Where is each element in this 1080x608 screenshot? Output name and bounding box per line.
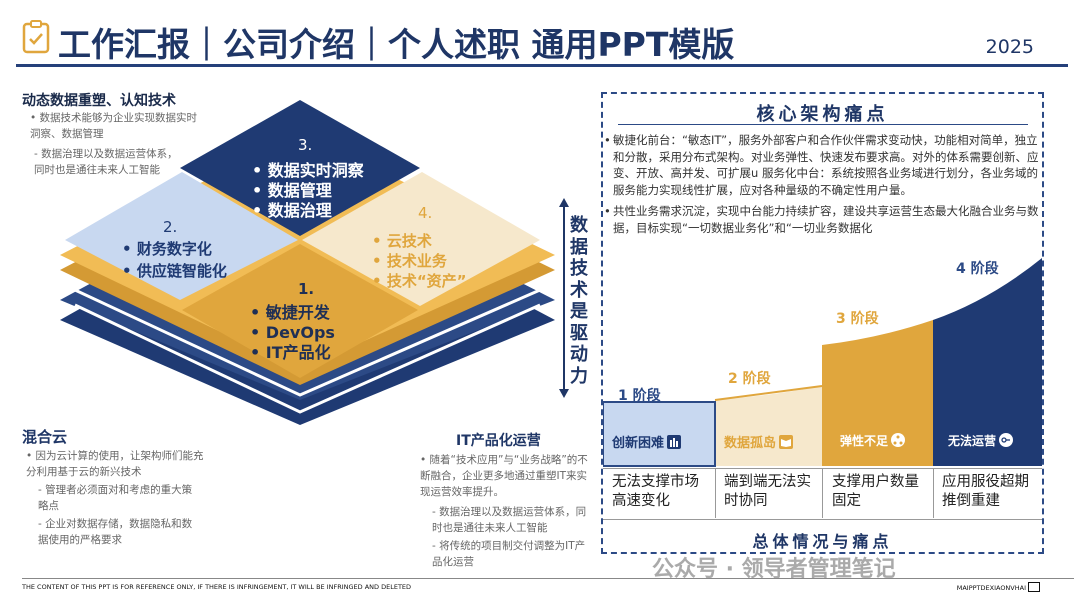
- overall-pain-title: 总体情况与痛点: [752, 532, 893, 551]
- stage-divider: [822, 468, 823, 518]
- stage-divider: [715, 468, 716, 518]
- data-tech-driver-label: 数据技术是驱动力: [570, 215, 588, 387]
- it-product-bullet: • 随着“技术应用”与“业务战略”的不断融合，企业更多地通过重塑IT来实现运营效…: [420, 454, 588, 498]
- stage-3-block: [822, 320, 933, 466]
- it-product-title: IT产品化运营: [456, 433, 541, 449]
- stage-3-desc: 支撑用户数量固定: [832, 474, 919, 509]
- stage-divider: [933, 468, 934, 518]
- core-title-divider: [618, 124, 1028, 125]
- it-product-subbullet-2: - 将传统的项目制交付调整为IT产品化运营: [432, 540, 586, 568]
- watermark: 公众号 · 领导者管理笔记: [652, 557, 896, 582]
- tile-4-number: 4.: [418, 204, 432, 222]
- footer-brand: MAIPPTDEXIAONVHAI: [956, 584, 1026, 592]
- hybrid-cloud-title: 混合云: [22, 428, 68, 446]
- stage-4-label: 4 阶段: [956, 261, 999, 277]
- cognitive-tech-bullet: • 数据技术能够为企业实现数据实时洞察、数据管理: [30, 112, 198, 140]
- footer-disclaimer: THE CONTENT OF THIS PPT IS FOR REFERENCE…: [22, 583, 412, 591]
- stage-2-desc: 端到端无法实时协同: [724, 474, 811, 509]
- tile-1: [182, 244, 418, 378]
- tile-1-item-1: • 敏捷开发: [250, 303, 331, 322]
- tile-2-item-2: • 供应链智能化: [122, 262, 227, 280]
- stage-4-block: [933, 258, 1042, 466]
- tile-2-number: 2.: [163, 218, 177, 236]
- stage-2-label: 2 阶段: [728, 371, 771, 387]
- stage-4-tag: 无法运营: [948, 432, 1014, 449]
- header-divider: [16, 64, 1068, 67]
- key-icon: [999, 433, 1014, 447]
- stage-2-tag: 数据孤岛: [724, 432, 794, 451]
- network-icon: [891, 433, 906, 447]
- stage-1-label: 1 阶段: [618, 388, 661, 404]
- book-icon: [779, 435, 794, 449]
- double-arrow-icon: [559, 198, 569, 398]
- stage-3-tag: 弹性不足: [840, 432, 906, 449]
- tile-1-item-3: • IT产品化: [250, 343, 331, 362]
- tile-4-item-1: • 云技术: [372, 232, 432, 250]
- tile-4: [302, 172, 540, 306]
- stage-3-label: 3 阶段: [836, 311, 879, 327]
- stage-1-tag: 创新困难: [612, 432, 682, 451]
- stage-4-desc: 应用服役超期推倒重建: [942, 474, 1029, 509]
- tile-3-item-1: • 数据实时洞察: [252, 161, 365, 180]
- hybrid-cloud-bullet: • 因为云计算的使用，让架构师们能充分利用基于云的新兴技术: [26, 450, 204, 478]
- clipboard-icon: [22, 20, 50, 54]
- tile-1-item-2: • DevOps: [250, 323, 335, 342]
- tile-4-item-3: • 技术“资产”: [372, 272, 467, 290]
- page-title: 工作汇报｜公司介绍｜个人述职 通用PPT模版: [58, 25, 735, 64]
- core-pain-title: 核心架构痛点: [756, 104, 889, 125]
- stage-chart: [603, 258, 1042, 467]
- tile-3-item-2: • 数据管理: [252, 181, 332, 200]
- cognitive-tech-subbullet: - 数据治理以及数据运营体系，同时也是通往未来人工智能: [34, 148, 178, 176]
- year-label: 2025: [985, 36, 1034, 58]
- tile-3: [180, 100, 420, 236]
- core-pain-box: [601, 92, 1044, 554]
- core-pain-text: 敏捷化前台：“敏态IT”，服务外部客户和合作伙伴需求变动快，功能相对简单，独立和…: [604, 132, 1039, 241]
- building-icon: [667, 435, 682, 449]
- cognitive-tech-title: 动态数据重塑、认知技术: [22, 93, 176, 109]
- tile-3-item-3: • 数据治理: [252, 201, 332, 220]
- core-pain-paragraph-2: 共性业务需求沉淀，实现中台能力持续扩容，建设共享运营生态最大化融合业务与数据，目…: [604, 203, 1039, 236]
- core-pain-paragraph-1: 敏捷化前台：“敏态IT”，服务外部客户和合作伙伴需求变动快，功能相对简单，独立和…: [604, 132, 1039, 198]
- stage-1-desc: 无法支撑市场高速变化: [612, 474, 699, 509]
- hybrid-cloud-subbullet-2: - 企业对数据存储，数据隐私和数据使用的严格要求: [38, 518, 193, 546]
- tile-2-item-1: • 财务数字化: [122, 240, 212, 258]
- stage-2-block: [715, 386, 822, 466]
- footer-logo-icon: [1028, 582, 1040, 592]
- tile-4-item-2: • 技术业务: [372, 252, 448, 270]
- cube-diagram: 3. • 数据实时洞察 • 数据管理 • 数据治理 2. • 财务数字化 • 供…: [60, 100, 555, 425]
- footer-divider: [22, 578, 1074, 579]
- it-product-subbullet-1: - 数据治理以及数据运营体系，同时也是通往未来人工智能: [432, 506, 587, 534]
- tile-1-number: 1.: [298, 280, 314, 298]
- stage-1-block: [603, 401, 716, 467]
- tile-3-number: 3.: [298, 136, 312, 154]
- tile-2: [65, 172, 298, 300]
- hybrid-cloud-subbullet-1: - 管理者必须面对和考虑的重大策略点: [38, 484, 193, 512]
